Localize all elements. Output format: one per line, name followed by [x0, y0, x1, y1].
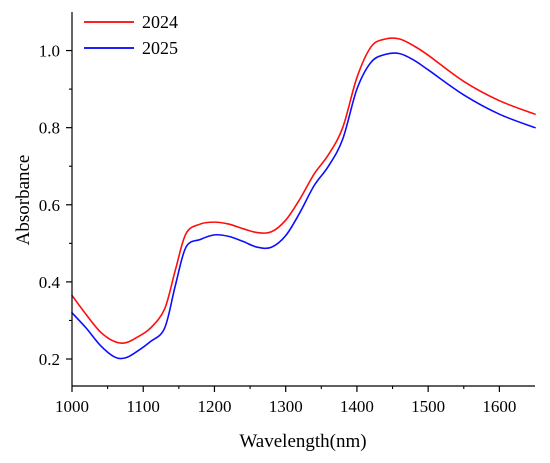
x-tick-label: 1600: [482, 397, 516, 416]
y-tick-label: 0.8: [39, 119, 60, 138]
x-tick-label: 1500: [411, 397, 445, 416]
y-tick-label: 0.4: [39, 273, 61, 292]
series-layer: [71, 37, 536, 360]
legend-label-2024: 2024: [142, 12, 178, 32]
x-tick-label: 1300: [269, 397, 303, 416]
legend-label-2025: 2025: [142, 38, 178, 58]
series-line-2024: [71, 37, 536, 345]
x-tick-label: 1200: [197, 397, 231, 416]
ticks-layer: 1000 1100 1200 1300 1400 1500 1600 0.2 0.4 0.6 0.8…: [39, 42, 517, 416]
x-axis-title: Wavelength(nm): [239, 431, 366, 452]
y-tick-label: 1.0: [39, 42, 60, 61]
x-tick-label: 1000: [55, 397, 89, 416]
y-tick-label: 0.2: [39, 350, 60, 369]
y-tick-label: 0.6: [39, 196, 60, 215]
x-tick-label: 1400: [340, 397, 374, 416]
legend: 2024 2025: [84, 12, 178, 58]
y-axis-title: Absorbance: [13, 155, 34, 246]
axes-layer: [71, 12, 535, 387]
x-tick-label: 1100: [127, 397, 160, 416]
series-line-2025: [71, 52, 536, 360]
